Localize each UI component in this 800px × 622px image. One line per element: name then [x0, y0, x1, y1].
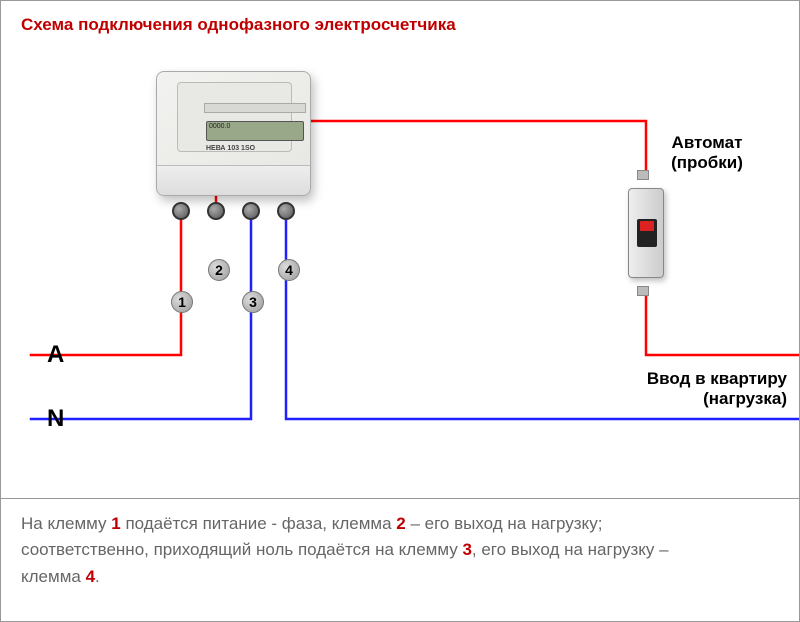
cap-seg: – его выход на нагрузку;	[406, 514, 603, 533]
wiring-svg	[1, 1, 799, 499]
meter-nameplate	[204, 103, 306, 113]
cap-seg: .	[95, 567, 100, 586]
phase-label: A	[47, 341, 64, 369]
cap-num-2: 2	[396, 514, 405, 533]
neutral-label: N	[47, 405, 64, 433]
cap-seg: подаётся питание - фаза, клемма	[121, 514, 397, 533]
terminal-badge-3: 3	[242, 291, 264, 313]
breaker-body	[628, 188, 664, 278]
breaker-switch-slot	[637, 219, 657, 247]
cap-seg: клемма	[21, 567, 86, 586]
cap-seg: На клемму	[21, 514, 111, 533]
breaker-label: Автомат (пробки)	[627, 133, 787, 173]
meter-lcd: 0000.0	[206, 121, 304, 141]
load-label-line1: Ввод в квартиру	[647, 369, 787, 388]
cap-seg: соответственно, приходящий ноль подаётся…	[21, 540, 462, 559]
load-label-line2: (нагрузка)	[703, 389, 787, 408]
caption-text: На клемму 1 подаётся питание - фаза, кле…	[21, 511, 779, 590]
terminal-1	[172, 202, 190, 220]
breaker-label-line1: Автомат	[672, 133, 743, 152]
meter-face: 0000.0 НЕВА 103 1SO	[177, 82, 292, 152]
cap-seg: , его выход на нагрузку –	[472, 540, 669, 559]
cap-num-4: 4	[86, 567, 95, 586]
meter-terminal-cover	[157, 165, 310, 195]
breaker-toggle	[640, 221, 654, 231]
breaker-terminal-bottom	[637, 286, 649, 296]
terminal-badge-4: 4	[278, 259, 300, 281]
electricity-meter: 0000.0 НЕВА 103 1SO	[156, 71, 311, 196]
meter-model: НЕВА 103 1SO	[206, 145, 255, 152]
cap-num-1: 1	[111, 514, 120, 533]
diagram-container: Схема подключения однофазного электросче…	[0, 0, 800, 622]
meter-body: 0000.0 НЕВА 103 1SO	[156, 71, 311, 196]
terminal-2	[207, 202, 225, 220]
load-label: Ввод в квартиру (нагрузка)	[587, 369, 787, 409]
terminal-3	[242, 202, 260, 220]
terminal-4	[277, 202, 295, 220]
cap-num-3: 3	[462, 540, 471, 559]
circuit-breaker	[625, 178, 667, 288]
breaker-label-line2: (пробки)	[671, 153, 743, 172]
diagram-title: Схема подключения однофазного электросче…	[21, 15, 456, 35]
terminal-badge-1: 1	[171, 291, 193, 313]
diagram-area: Схема подключения однофазного электросче…	[1, 1, 799, 499]
terminal-badge-2: 2	[208, 259, 230, 281]
